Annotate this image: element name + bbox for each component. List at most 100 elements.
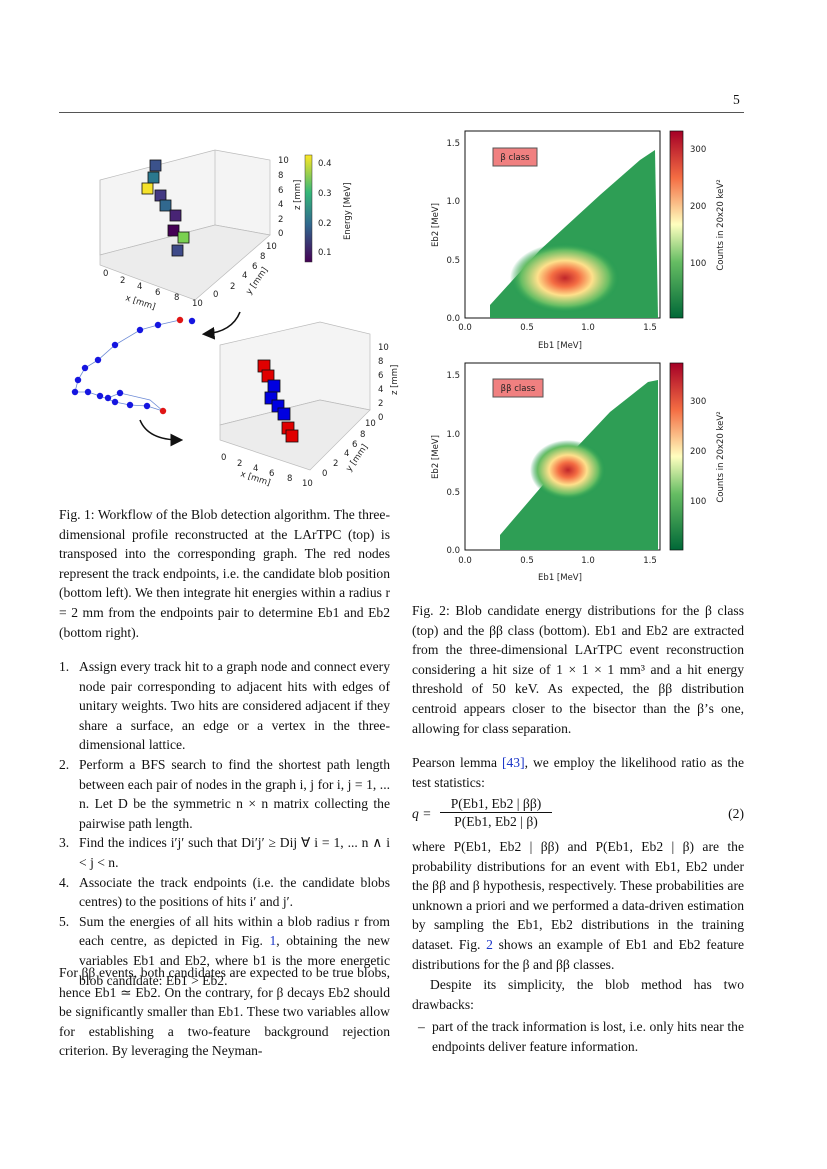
svg-text:z [mm]: z [mm] xyxy=(390,365,400,395)
list-item: 1. Assign every track hit to a graph node… xyxy=(59,657,390,755)
svg-text:x [mm]: x [mm] xyxy=(124,293,157,312)
svg-text:6: 6 xyxy=(278,186,283,196)
svg-text:6: 6 xyxy=(352,440,357,450)
svg-text:0.1: 0.1 xyxy=(318,248,332,258)
svg-text:0: 0 xyxy=(378,413,383,423)
svg-text:2: 2 xyxy=(237,459,242,469)
text: Pearson lemma xyxy=(412,755,502,770)
figure-link[interactable]: 1 xyxy=(269,933,277,949)
fig1-bottom-plot xyxy=(219,321,371,471)
svg-text:0.0: 0.0 xyxy=(458,323,472,333)
text: shows an example of Eb1 and Eb2 feature … xyxy=(412,936,744,972)
fig2-bottom-heatmap: ββ class 0.0 0.5 1.0 1.5 0.0 0.5 1.0 1.5 Eb1 [… xyxy=(431,362,726,583)
fig1-graph xyxy=(71,311,241,447)
step-list: 1. Assign every track hit to a graph node… xyxy=(59,657,390,990)
svg-text:100: 100 xyxy=(690,259,706,269)
svg-text:0.0: 0.0 xyxy=(458,556,472,566)
svg-text:300: 300 xyxy=(690,397,706,407)
svg-text:1.5: 1.5 xyxy=(643,323,657,333)
paragraph: Pearson lemma [43], we employ the likeli… xyxy=(412,753,744,792)
svg-text:Eb1 [MeV]: Eb1 [MeV] xyxy=(538,341,582,351)
page-number: 5 xyxy=(733,92,740,107)
svg-text:200: 200 xyxy=(690,447,706,457)
svg-text:6: 6 xyxy=(378,371,383,381)
svg-text:Counts in 20x20 keV²: Counts in 20x20 keV² xyxy=(716,411,726,502)
svg-text:10: 10 xyxy=(365,419,376,429)
svg-text:0.5: 0.5 xyxy=(520,556,534,566)
citation-link[interactable]: [43] xyxy=(501,755,525,770)
svg-text:1.5: 1.5 xyxy=(643,556,657,566)
svg-text:100: 100 xyxy=(690,497,706,507)
svg-text:4: 4 xyxy=(253,464,258,474)
svg-text:1.0: 1.0 xyxy=(581,556,595,566)
svg-text:4: 4 xyxy=(137,282,142,292)
header-rule xyxy=(59,112,744,113)
item-text: Associate the track endpoints (i.e. the … xyxy=(79,874,390,910)
item-text: , obtaining the new variables Eb1 and Eb… xyxy=(79,933,390,988)
svg-text:2: 2 xyxy=(278,215,283,225)
svg-text:4: 4 xyxy=(378,385,383,395)
svg-text:10: 10 xyxy=(192,299,203,309)
item-number: 3. xyxy=(59,835,70,851)
svg-text:0.3: 0.3 xyxy=(318,189,332,199)
fig1-bottom-voxels xyxy=(257,359,299,443)
svg-text:1.0: 1.0 xyxy=(581,323,595,333)
svg-text:ββ class: ββ class xyxy=(501,384,536,394)
svg-text:0.2: 0.2 xyxy=(318,219,332,229)
fig1-top-plot xyxy=(99,149,271,301)
svg-text:2: 2 xyxy=(230,282,235,292)
svg-text:0: 0 xyxy=(213,290,218,300)
svg-text:10: 10 xyxy=(302,479,313,489)
list-item: 3. Find the indices i′j′ such that Di′j′ … xyxy=(59,833,390,872)
item-text: part of the track information is lost, i… xyxy=(432,1019,744,1054)
svg-text:0.0: 0.0 xyxy=(446,546,460,556)
svg-text:Eb2 [MeV]: Eb2 [MeV] xyxy=(431,435,441,479)
item-number: 2. xyxy=(59,756,70,772)
text: , we employ the likelihood ratio as the … xyxy=(412,755,744,790)
equation-numerator: P(Eb1, Eb2 | ββ) xyxy=(440,795,552,813)
item-text: Perform a BFS search to find the shortes… xyxy=(79,756,390,831)
bullet: – xyxy=(418,1019,425,1034)
equation: q = P(Eb1, Eb2 | ββ) P(Eb1, Eb2 | β) (2) xyxy=(412,795,744,833)
svg-text:0.5: 0.5 xyxy=(446,256,460,266)
svg-text:0: 0 xyxy=(103,269,108,279)
equation-lhs: q = xyxy=(412,806,432,821)
item-text: Find the indices i′j′ such that Di′j′ ≥ … xyxy=(79,835,390,870)
svg-text:8: 8 xyxy=(174,293,179,303)
item-number: 5. xyxy=(59,913,70,929)
list-item: 5. Sum the energies of all hits within a … xyxy=(59,912,390,990)
fig2-top-heatmap: β class 0.0 0.5 1.0 1.5 0.0 0.5 1.0 1.5 Eb1 [M… xyxy=(431,130,726,351)
item-number: 1. xyxy=(59,659,70,674)
svg-text:Eb1 [MeV]: Eb1 [MeV] xyxy=(538,573,582,583)
svg-text:300: 300 xyxy=(690,145,706,155)
svg-text:0.5: 0.5 xyxy=(520,323,534,333)
svg-text:6: 6 xyxy=(155,288,160,298)
svg-text:10: 10 xyxy=(278,156,289,166)
fig1-top-voxels xyxy=(141,159,190,257)
svg-text:6: 6 xyxy=(269,469,274,479)
figure-caption: Fig. 1: Workflow of the Blob detection a… xyxy=(59,507,390,640)
item-text: Assign every track hit to a graph node a… xyxy=(79,659,390,753)
bullet-item: – part of the track information is lost, … xyxy=(412,1017,744,1056)
svg-text:10: 10 xyxy=(266,242,277,252)
svg-text:0.0: 0.0 xyxy=(446,314,460,324)
svg-text:0.5: 0.5 xyxy=(446,488,460,498)
svg-text:4: 4 xyxy=(278,200,283,210)
paragraph: Despite its simplicity, the blob method … xyxy=(412,977,744,1012)
svg-text:8: 8 xyxy=(360,430,365,440)
svg-text:4: 4 xyxy=(344,449,349,459)
svg-text:0: 0 xyxy=(322,469,327,479)
svg-text:8: 8 xyxy=(378,357,383,367)
svg-text:Energy [MeV]: Energy [MeV] xyxy=(343,183,353,240)
svg-text:10: 10 xyxy=(378,343,389,353)
figure-link[interactable]: 2 xyxy=(486,936,493,952)
list-item: 4. Associate the track endpoints (i.e. th… xyxy=(59,873,390,912)
svg-text:8: 8 xyxy=(278,171,283,181)
svg-text:2: 2 xyxy=(120,276,125,286)
item-number: 4. xyxy=(59,874,70,890)
text: where P(Eb1, Eb2 | ββ) and P(Eb1, Eb2 | … xyxy=(412,839,744,952)
svg-text:0: 0 xyxy=(278,229,283,239)
svg-text:Eb2 [MeV]: Eb2 [MeV] xyxy=(431,203,441,247)
